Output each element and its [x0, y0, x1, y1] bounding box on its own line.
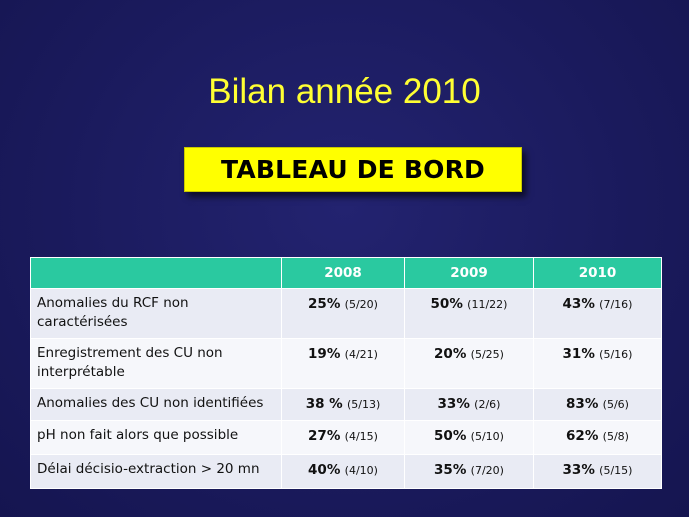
cell-2010: 43% (7/16) [533, 288, 662, 339]
cell-2008: 38 % (5/13) [281, 388, 405, 421]
cell-percent: 25% [308, 296, 341, 312]
cell-count: (4/10) [344, 464, 378, 477]
cell-2008: 25% (5/20) [281, 288, 405, 339]
cell-count: (5/15) [599, 464, 633, 477]
row-label: pH non fait alors que possible [30, 420, 282, 455]
cell-2010: 33% (5/15) [533, 454, 662, 489]
cell-2009: 35% (7/20) [404, 454, 534, 489]
cell-percent: 50% [434, 428, 467, 444]
cell-count: (5/8) [602, 430, 629, 443]
cell-percent: 35% [434, 462, 467, 478]
cell-count: (7/20) [470, 464, 504, 477]
cell-count: (4/21) [344, 348, 378, 361]
cell-count: (5/10) [470, 430, 504, 443]
cell-count: (5/16) [599, 348, 633, 361]
row-label: Délai décisio-extraction > 20 mn [30, 454, 282, 489]
table-header-row: 2008 2009 2010 [30, 257, 662, 289]
cell-count: (4/15) [344, 430, 378, 443]
cell-2009: 50% (11/22) [404, 288, 534, 339]
slide-title: Bilan année 2010 [208, 72, 481, 111]
row-label: Anomalies du RCF non caractérisées [30, 288, 282, 339]
table-row: Délai décisio-extraction > 20 mn 40% (4/… [30, 454, 662, 489]
row-label: Anomalies des CU non identifiées [30, 388, 282, 421]
cell-percent: 33% [437, 396, 470, 412]
cell-count: (5/25) [470, 348, 504, 361]
cell-percent: 50% [430, 296, 463, 312]
cell-percent: 43% [562, 296, 595, 312]
dashboard-banner: TABLEAU DE BORD [184, 147, 522, 192]
header-2009: 2009 [404, 257, 534, 289]
header-empty [30, 257, 282, 289]
cell-count: (5/13) [347, 398, 381, 411]
table-row: Anomalies des CU non identifiées 38 % (5… [30, 388, 662, 421]
cell-2010: 31% (5/16) [533, 338, 662, 389]
cell-percent: 27% [308, 428, 341, 444]
cell-percent: 83% [566, 396, 599, 412]
cell-percent: 40% [308, 462, 341, 478]
cell-count: (2/6) [474, 398, 501, 411]
cell-percent: 62% [566, 428, 599, 444]
table-row: Enregistrement des CU non interprétable … [30, 338, 662, 389]
header-2010: 2010 [533, 257, 662, 289]
cell-count: (7/16) [599, 298, 633, 311]
cell-count: (5/20) [344, 298, 378, 311]
cell-2010: 83% (5/6) [533, 388, 662, 421]
cell-2010: 62% (5/8) [533, 420, 662, 455]
table-row: pH non fait alors que possible 27% (4/15… [30, 420, 662, 455]
cell-percent: 19% [308, 346, 341, 362]
cell-count: (5/6) [602, 398, 629, 411]
cell-2008: 40% (4/10) [281, 454, 405, 489]
cell-percent: 33% [562, 462, 595, 478]
cell-percent: 20% [434, 346, 467, 362]
cell-percent: 38 % [305, 396, 343, 412]
cell-2009: 33% (2/6) [404, 388, 534, 421]
row-label: Enregistrement des CU non interprétable [30, 338, 282, 389]
cell-2008: 19% (4/21) [281, 338, 405, 389]
header-2008: 2008 [281, 257, 405, 289]
cell-2009: 20% (5/25) [404, 338, 534, 389]
cell-count: (11/22) [467, 298, 508, 311]
cell-2009: 50% (5/10) [404, 420, 534, 455]
cell-2008: 27% (4/15) [281, 420, 405, 455]
dashboard-table: 2008 2009 2010 Anomalies du RCF non cara… [30, 257, 662, 489]
table-row: Anomalies du RCF non caractérisées 25% (… [30, 288, 662, 339]
cell-percent: 31% [562, 346, 595, 362]
